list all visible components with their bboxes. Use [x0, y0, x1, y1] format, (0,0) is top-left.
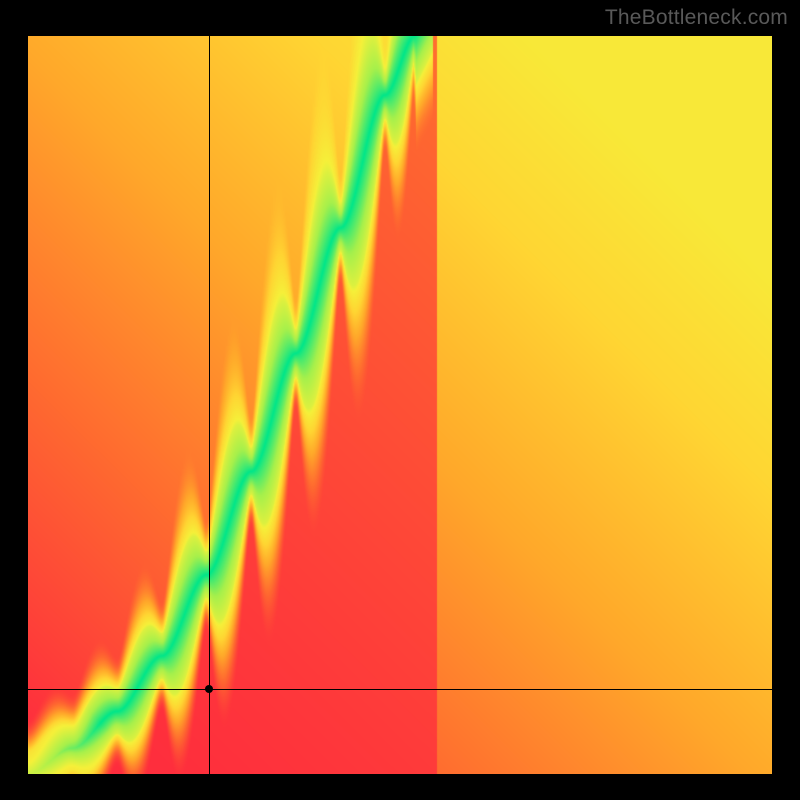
- heatmap-canvas: [28, 36, 772, 774]
- crosshair-marker-dot: [205, 685, 213, 693]
- crosshair-horizontal: [28, 689, 772, 690]
- crosshair-vertical: [209, 36, 210, 774]
- heatmap-plot: [28, 36, 772, 774]
- watermark-text: TheBottleneck.com: [605, 6, 788, 30]
